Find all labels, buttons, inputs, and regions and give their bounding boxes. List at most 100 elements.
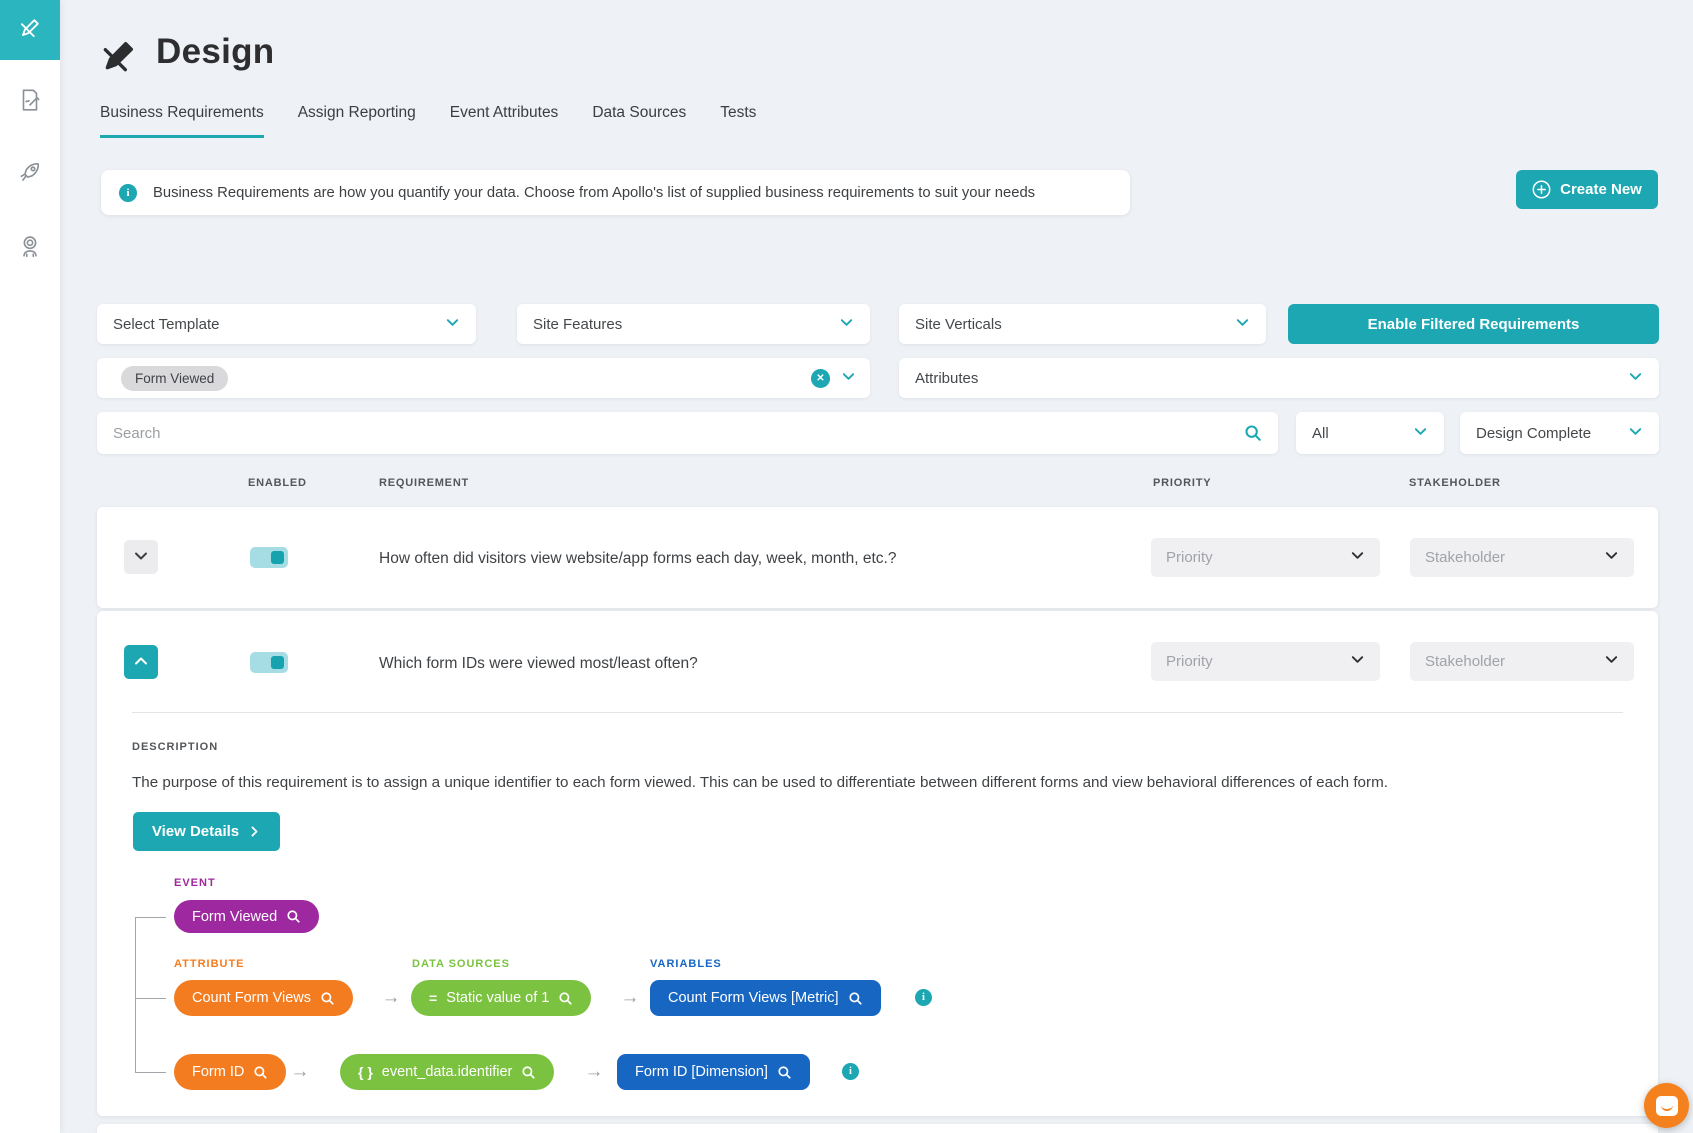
column-header-priority: PRIORITY xyxy=(1153,477,1212,489)
astronaut-icon xyxy=(17,233,43,264)
enabled-toggle[interactable] xyxy=(250,652,288,673)
search-icon[interactable] xyxy=(1244,424,1262,442)
table-row: How often did visitors view website/app … xyxy=(97,507,1658,608)
data-source-pill[interactable]: { } event_data.identifier xyxy=(340,1054,555,1090)
enabled-toggle[interactable] xyxy=(250,547,288,568)
status-all-dropdown[interactable]: All xyxy=(1296,412,1444,454)
attribute-pill[interactable]: Form ID xyxy=(174,1054,287,1090)
connector-line xyxy=(135,998,166,999)
search-icon xyxy=(286,909,301,924)
search-icon xyxy=(777,1065,792,1080)
arrow-right-icon: → xyxy=(584,1061,604,1082)
create-new-button[interactable]: Create New xyxy=(1516,170,1658,209)
chevron-down-icon xyxy=(445,315,460,334)
info-banner-text: Business Requirements are how you quanti… xyxy=(153,184,1036,201)
select-template-label: Select Template xyxy=(113,315,220,333)
table-row-expanded: Which form IDs were viewed most/least of… xyxy=(97,611,1658,1116)
enable-filtered-requirements-button[interactable]: Enable Filtered Requirements xyxy=(1288,304,1659,344)
page-title: Design xyxy=(156,32,275,71)
chevron-down-icon xyxy=(1350,548,1365,567)
info-icon[interactable]: i xyxy=(842,1063,859,1080)
design-complete-label: Design Complete xyxy=(1476,424,1592,442)
column-header-requirement: REQUIREMENT xyxy=(379,477,470,489)
select-template-dropdown[interactable]: Select Template xyxy=(97,304,476,344)
site-features-dropdown[interactable]: Site Features xyxy=(517,304,870,344)
requirement-text: How often did visitors view website/app … xyxy=(379,550,897,567)
info-icon[interactable]: i xyxy=(915,989,932,1006)
site-features-label: Site Features xyxy=(533,315,623,333)
event-label: EVENT xyxy=(174,877,216,889)
data-source-pill[interactable]: = Static value of 1 xyxy=(411,980,592,1016)
arrow-right-icon: → xyxy=(290,1061,310,1082)
create-new-label: Create New xyxy=(1560,181,1642,198)
stakeholder-dropdown[interactable]: Stakeholder xyxy=(1410,538,1634,577)
toggle-thumb xyxy=(271,656,284,669)
table-row-partial xyxy=(97,1124,1658,1133)
data-source-pill-label: event_data.identifier xyxy=(381,1064,513,1080)
chat-launcher-button[interactable] xyxy=(1644,1083,1689,1128)
event-chip-label: Form Viewed xyxy=(135,370,215,386)
search-bar xyxy=(97,412,1278,454)
event-pill-form-viewed[interactable]: Form Viewed xyxy=(174,900,320,933)
stakeholder-dropdown[interactable]: Stakeholder xyxy=(1410,642,1634,681)
tab-assign-reporting[interactable]: Assign Reporting xyxy=(297,104,416,121)
attribute-column-label: ATTRIBUTE xyxy=(174,958,245,970)
enable-filtered-requirements-label: Enable Filtered Requirements xyxy=(1367,315,1580,333)
event-pill-label: Form Viewed xyxy=(192,908,278,925)
stakeholder-placeholder: Stakeholder xyxy=(1425,653,1506,670)
variable-pill[interactable]: Count Form Views [Metric] xyxy=(650,980,881,1016)
chevron-down-icon[interactable] xyxy=(841,369,856,388)
collapse-row-button[interactable] xyxy=(124,645,158,679)
sidebar-item-design[interactable] xyxy=(0,0,60,60)
arrow-right-icon: → xyxy=(381,987,401,1008)
priority-dropdown[interactable]: Priority xyxy=(1151,642,1380,681)
sidebar-item-account[interactable] xyxy=(0,218,60,278)
tab-business-requirements[interactable]: Business Requirements xyxy=(100,104,264,138)
design-pencil-icon xyxy=(99,36,139,81)
connector-line xyxy=(135,1072,166,1073)
search-icon xyxy=(320,991,335,1006)
view-details-button[interactable]: View Details xyxy=(133,812,280,851)
variable-pill-label: Count Form Views [Metric] xyxy=(668,990,839,1006)
chevron-down-icon xyxy=(1604,652,1619,671)
design-complete-dropdown[interactable]: Design Complete xyxy=(1460,412,1659,454)
data-source-pill-label: Static value of 1 xyxy=(446,990,550,1006)
events-filter-bar[interactable]: Form Viewed ✕ xyxy=(97,358,870,398)
tab-tests[interactable]: Tests xyxy=(720,104,757,121)
divider xyxy=(132,712,1623,713)
column-header-enabled: ENABLED xyxy=(248,477,307,489)
priority-dropdown[interactable]: Priority xyxy=(1151,538,1380,577)
attribute-pill[interactable]: Count Form Views xyxy=(174,980,353,1016)
search-input[interactable] xyxy=(113,424,1244,442)
attributes-dropdown[interactable]: Attributes xyxy=(899,358,1659,398)
chevron-down-icon xyxy=(1604,548,1619,567)
chevron-up-icon xyxy=(133,653,149,672)
variable-pill-label: Form ID [Dimension] xyxy=(635,1064,768,1080)
attribute-pill-label: Form ID xyxy=(192,1064,245,1080)
chevron-down-icon xyxy=(1350,652,1365,671)
chevron-down-icon xyxy=(1413,424,1428,443)
tab-data-sources[interactable]: Data Sources xyxy=(592,104,687,121)
search-icon xyxy=(521,1065,536,1080)
connector-line xyxy=(135,917,166,918)
braces-icon: { } xyxy=(358,1064,373,1080)
tab-event-attributes[interactable]: Event Attributes xyxy=(449,104,559,121)
variable-pill[interactable]: Form ID [Dimension] xyxy=(617,1054,810,1090)
chevron-down-icon xyxy=(1628,424,1643,443)
tab-bar: Business Requirements Assign Reporting E… xyxy=(100,104,756,138)
chat-bubble-icon xyxy=(1655,1095,1678,1116)
toggle-thumb xyxy=(271,551,284,564)
sidebar-item-assign[interactable] xyxy=(0,72,60,132)
status-all-label: All xyxy=(1312,424,1329,442)
search-icon xyxy=(253,1065,268,1080)
clear-filter-icon[interactable]: ✕ xyxy=(811,368,830,388)
expand-row-button[interactable] xyxy=(124,540,158,574)
attribute-pill-label: Count Form Views xyxy=(192,990,311,1006)
priority-placeholder: Priority xyxy=(1166,653,1213,670)
site-verticals-dropdown[interactable]: Site Verticals xyxy=(899,304,1266,344)
sidebar-item-launch[interactable] xyxy=(0,144,60,204)
event-chip-form-viewed[interactable]: Form Viewed xyxy=(121,365,229,391)
search-icon xyxy=(848,991,863,1006)
variables-column-label: VARIABLES xyxy=(650,958,722,970)
description-label: DESCRIPTION xyxy=(132,741,219,753)
